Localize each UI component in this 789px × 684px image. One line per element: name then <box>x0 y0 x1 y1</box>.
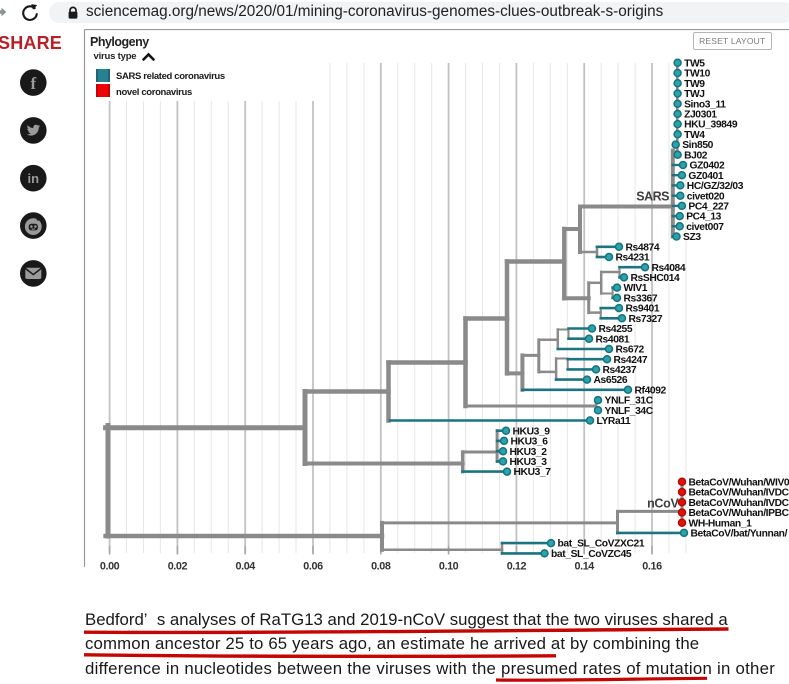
svg-text:0.06: 0.06 <box>303 561 323 573</box>
svg-text:BetaCoV/Wuhan/IVDC: BetaCoV/Wuhan/IVDC <box>689 498 789 509</box>
svg-text:0.14: 0.14 <box>574 561 594 573</box>
svg-text:Rs7327: Rs7327 <box>629 314 663 325</box>
svg-text:Rs3367: Rs3367 <box>624 294 658 305</box>
svg-text:Rs4081: Rs4081 <box>596 334 630 345</box>
svg-text:BetaCoV/bat/Yunnan/: BetaCoV/bat/Yunnan/ <box>691 529 788 540</box>
svg-text:LYRa11: LYRa11 <box>597 416 632 427</box>
svg-text:Sino3_11: Sino3_11 <box>684 99 726 110</box>
svg-text:0.08: 0.08 <box>371 561 391 573</box>
svg-text:HC/GZ/32/03: HC/GZ/32/03 <box>687 181 744 192</box>
svg-text:BJ02: BJ02 <box>684 150 708 161</box>
svg-text:Rs9401: Rs9401 <box>626 304 660 315</box>
svg-text:HKU3_9: HKU3_9 <box>513 426 551 437</box>
svg-text:0.04: 0.04 <box>235 561 255 573</box>
svg-text:0.02: 0.02 <box>168 561 188 573</box>
svg-text:PC4_227: PC4_227 <box>688 202 729 213</box>
svg-text:TW9: TW9 <box>684 79 705 90</box>
svg-text:SARS: SARS <box>636 190 669 204</box>
svg-text:HKU3_3: HKU3_3 <box>510 457 548 468</box>
svg-text:WH-Human_1: WH-Human_1 <box>689 518 753 529</box>
svg-text:GZ0402: GZ0402 <box>690 161 725 172</box>
svg-text:Rf4092: Rf4092 <box>635 385 667 396</box>
svg-text:Rs4084: Rs4084 <box>652 263 686 274</box>
svg-text:TW5: TW5 <box>684 58 705 69</box>
svg-text:HKU3_2: HKU3_2 <box>510 447 548 458</box>
svg-text:0.12: 0.12 <box>507 561 527 573</box>
svg-text:Sin850: Sin850 <box>682 140 713 151</box>
svg-text:0.16: 0.16 <box>642 561 662 573</box>
svg-text:Rs4255: Rs4255 <box>599 324 633 335</box>
svg-text:TW10: TW10 <box>684 69 711 80</box>
svg-text:Rs672: Rs672 <box>616 345 645 356</box>
svg-text:PC4_13: PC4_13 <box>686 212 721 223</box>
svg-text:bat_SL_CoVZXC21: bat_SL_CoVZXC21 <box>558 539 645 550</box>
svg-text:nCoV: nCoV <box>647 497 679 511</box>
svg-text:WIV1: WIV1 <box>624 283 648 294</box>
svg-text:TWJ: TWJ <box>684 89 705 100</box>
svg-text:GZ0401: GZ0401 <box>688 171 723 182</box>
svg-text:ZJ0301: ZJ0301 <box>684 110 717 121</box>
svg-text:TW4: TW4 <box>684 130 705 141</box>
svg-text:YNLF_31C: YNLF_31C <box>605 396 654 407</box>
svg-text:HKU3_6: HKU3_6 <box>511 437 549 448</box>
svg-text:BetaCoV/Wuhan/IVDC: BetaCoV/Wuhan/IVDC <box>689 488 789 499</box>
svg-text:YNLF_34C: YNLF_34C <box>605 406 654 417</box>
svg-text:HKU3_7: HKU3_7 <box>514 467 552 478</box>
svg-text:Rs4231: Rs4231 <box>616 253 650 264</box>
svg-text:Rs4874: Rs4874 <box>626 242 660 253</box>
svg-text:As6526: As6526 <box>594 375 628 386</box>
svg-text:in: in <box>28 171 40 186</box>
svg-text:BetaCoV/Wuhan/WIV0: BetaCoV/Wuhan/WIV0 <box>689 477 789 488</box>
svg-text:civet007: civet007 <box>686 222 724 233</box>
svg-text:0.00: 0.00 <box>100 561 120 573</box>
svg-text:HKU_39849: HKU_39849 <box>684 120 738 131</box>
svg-text:f: f <box>30 74 36 93</box>
svg-text:BetaCoV/Wuhan/IPBC: BetaCoV/Wuhan/IPBC <box>689 508 789 519</box>
svg-text:SZ3: SZ3 <box>683 232 701 243</box>
svg-text:civet020: civet020 <box>687 191 725 202</box>
svg-text:RsSHC014: RsSHC014 <box>631 273 681 284</box>
svg-text:Rs4237: Rs4237 <box>603 365 637 376</box>
svg-text:bat_SL_CoVZC45: bat_SL_CoVZC45 <box>551 549 632 560</box>
svg-text:Rs4247: Rs4247 <box>614 355 648 366</box>
svg-text:0.10: 0.10 <box>439 561 459 573</box>
